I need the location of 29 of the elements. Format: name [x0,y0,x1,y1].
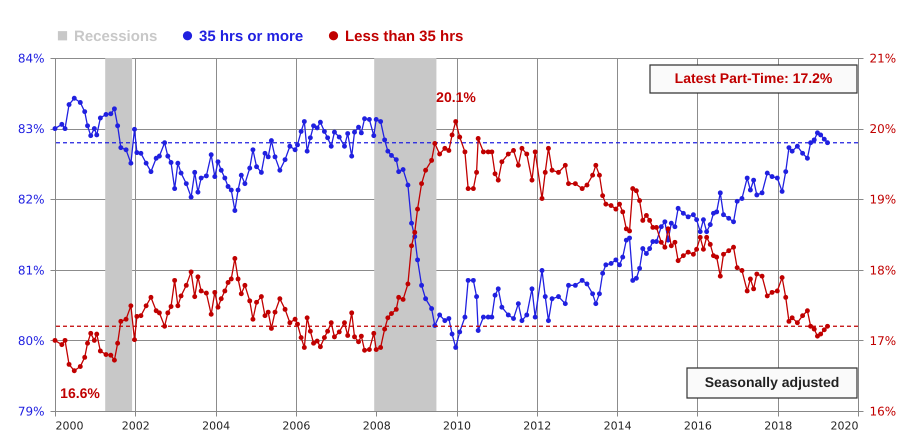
y-tick-label: 80% [18,334,44,348]
x-tick-label: 2012 [523,420,552,432]
x-tick-label: 2002 [122,420,150,432]
x-tick-label: 2018 [764,420,792,432]
annotation: 20.1% [436,89,476,105]
y2-tick-label: 21% [870,52,896,66]
annotation: 16.6% [60,385,100,401]
legend-label: 35 hrs or more [199,28,304,45]
y-tick-label: 83% [18,122,44,136]
x-tick-label: 2016 [684,420,712,432]
legend-label: Less than 35 hrs [345,28,464,45]
y2-tick-label: 19% [870,192,896,207]
x-tick-label: 2008 [362,420,391,432]
x-tick-label: 2020 [830,420,858,432]
y2-tick-label: 17% [870,334,896,348]
y-tick-label: 79% [18,404,44,418]
y-tick-label: 82% [18,192,44,207]
x-tick-label: 2014 [604,420,632,432]
y-tick-label: 84% [18,52,44,66]
x-tick-label: 2000 [56,420,84,432]
y2-tick-label: 20% [870,122,896,136]
y-tick-label: 81% [18,263,44,278]
x-tick-label: 2004 [202,420,230,432]
annotation: Latest Part-Time: 17.2% [674,70,833,86]
x-tick-label: 2006 [282,420,310,432]
x-tick-label: 2010 [443,420,471,432]
annotation: Seasonally adjusted [704,374,840,390]
y2-tick-label: 16% [870,404,896,418]
y2-tick-label: 18% [870,263,896,278]
